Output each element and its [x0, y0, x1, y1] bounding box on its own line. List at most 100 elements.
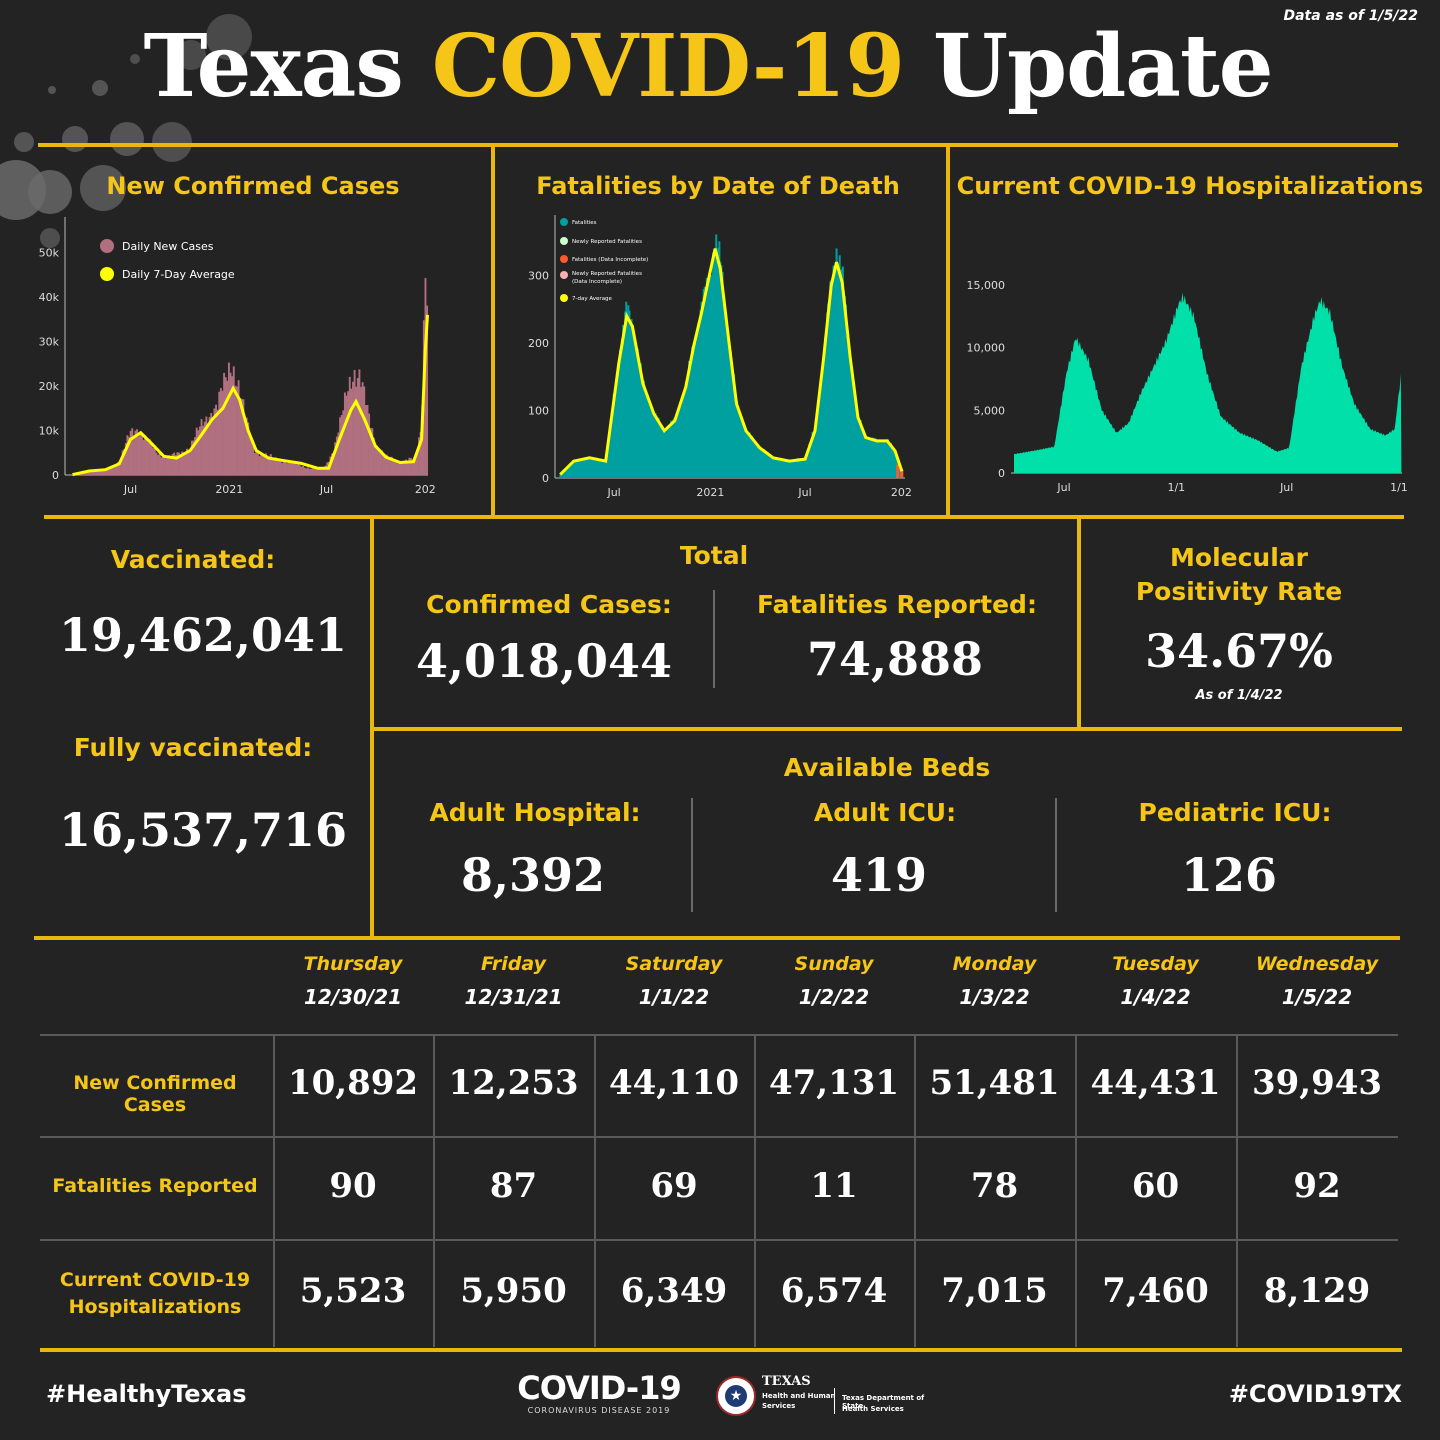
- case-bar: [210, 413, 213, 475]
- fatality-bar: [719, 261, 722, 478]
- fatality-bar: [846, 328, 849, 478]
- y-tick-label: 200: [528, 337, 549, 350]
- case-bar: [294, 462, 296, 475]
- hashtag-covid19tx: #COVID19TX: [1228, 1380, 1402, 1408]
- fatality-bar: [805, 454, 808, 478]
- fatality-bar: [678, 407, 681, 478]
- x-tick-label: Jul: [1056, 481, 1070, 494]
- case-bar: [171, 454, 174, 475]
- fatality-bar: [570, 463, 573, 478]
- case-bar: [202, 425, 205, 475]
- fatality-bar: [855, 406, 858, 478]
- case-bar: [218, 391, 221, 475]
- fatality-bar: [796, 458, 799, 478]
- case-bar: [335, 436, 338, 475]
- table-col-line: [1075, 1034, 1077, 1347]
- fatality-bar: [668, 427, 671, 478]
- fatality-bar: [627, 305, 630, 478]
- fatality-bar: [622, 325, 625, 478]
- fatality-bar: [765, 452, 768, 478]
- fatality-bar: [750, 435, 753, 478]
- fatality-bar: [814, 420, 817, 478]
- fatality-bar: [567, 465, 570, 478]
- x-tick-label: Jul: [1279, 481, 1293, 494]
- fatality-bar: [662, 432, 665, 478]
- fatality-bar: [560, 473, 563, 478]
- case-bar: [150, 444, 153, 475]
- fatality-bar: [648, 403, 651, 478]
- fatality-bar: [712, 252, 715, 478]
- case-bar: [250, 438, 253, 475]
- fatality-bar: [722, 297, 725, 478]
- legend-swatch: [560, 255, 568, 263]
- table-cell: 44,431: [1090, 1063, 1221, 1103]
- case-bar: [126, 435, 129, 475]
- fatality-bar: [851, 375, 854, 478]
- fatality-bar: [856, 408, 859, 478]
- fatality-bar: [767, 454, 770, 478]
- case-bar: [176, 452, 179, 475]
- fatality-bar: [602, 461, 605, 478]
- fatality-bar: [715, 234, 718, 478]
- case-bar: [371, 428, 374, 475]
- case-bar: [216, 409, 219, 475]
- table-day-header: Tuesday: [1112, 953, 1199, 975]
- table-date-header: 1/1/22: [638, 985, 710, 1009]
- case-bar: [374, 447, 377, 475]
- legend-label: Newly Reported Fatalities: [572, 271, 642, 277]
- case-bar: [285, 463, 288, 475]
- fatality-bar: [660, 425, 663, 478]
- case-bar: [229, 372, 232, 475]
- fatality-bar: [884, 441, 887, 478]
- fatality-bar: [820, 370, 823, 478]
- case-bar: [318, 469, 321, 475]
- fatality-bar: [835, 248, 838, 478]
- fatality-bar: [871, 438, 874, 478]
- case-bar: [168, 455, 171, 475]
- case-bar: [110, 467, 113, 475]
- fatality-bar: [682, 394, 685, 478]
- table-cell: 92: [1293, 1165, 1341, 1206]
- fatality-bar: [684, 381, 687, 478]
- positivity-as-of: As of 1/4/22: [1195, 688, 1283, 703]
- fatality-bar: [790, 460, 793, 478]
- fatality-bar: [824, 337, 827, 478]
- case-bar: [369, 427, 372, 475]
- case-bar: [401, 463, 404, 475]
- fatality-bar: [571, 463, 574, 478]
- table-cell: 5,523: [299, 1271, 407, 1311]
- case-bar: [377, 450, 380, 475]
- table-day-header: Friday: [481, 953, 546, 975]
- fatality-bar: [892, 447, 895, 478]
- fatality-bar: [705, 277, 708, 478]
- fatality-bar: [586, 459, 589, 478]
- table-row-line: [40, 1034, 1398, 1036]
- case-bar: [95, 470, 98, 475]
- fatality-bar: [723, 300, 726, 478]
- fatality-bar: [626, 311, 629, 478]
- fatality-bar: [663, 430, 666, 478]
- case-bar: [263, 456, 266, 475]
- fatality-bar: [720, 265, 723, 478]
- fatality-bar: [559, 474, 562, 478]
- x-tick-label: 1/1: [1167, 481, 1185, 494]
- case-bar: [332, 452, 335, 475]
- case-bar: [408, 457, 411, 475]
- y-tick-label: 30k: [39, 336, 60, 349]
- fatality-bar: [623, 326, 626, 478]
- case-bar: [269, 454, 272, 475]
- fatality-bar: [716, 250, 719, 478]
- x-tick-label: 202: [415, 483, 436, 496]
- case-bar: [305, 468, 308, 475]
- fatality-bar: [573, 460, 576, 478]
- case-bar: [132, 435, 135, 475]
- table-day-header: Sunday: [794, 953, 874, 975]
- case-bar: [260, 453, 263, 475]
- case-bar: [348, 376, 351, 475]
- case-bar: [387, 457, 390, 475]
- fatality-bar: [725, 330, 728, 478]
- table-date-header: 1/5/22: [1281, 985, 1353, 1009]
- fatality-bar: [681, 396, 684, 478]
- fatality-bar: [596, 459, 599, 478]
- fatality-bar: [674, 420, 677, 478]
